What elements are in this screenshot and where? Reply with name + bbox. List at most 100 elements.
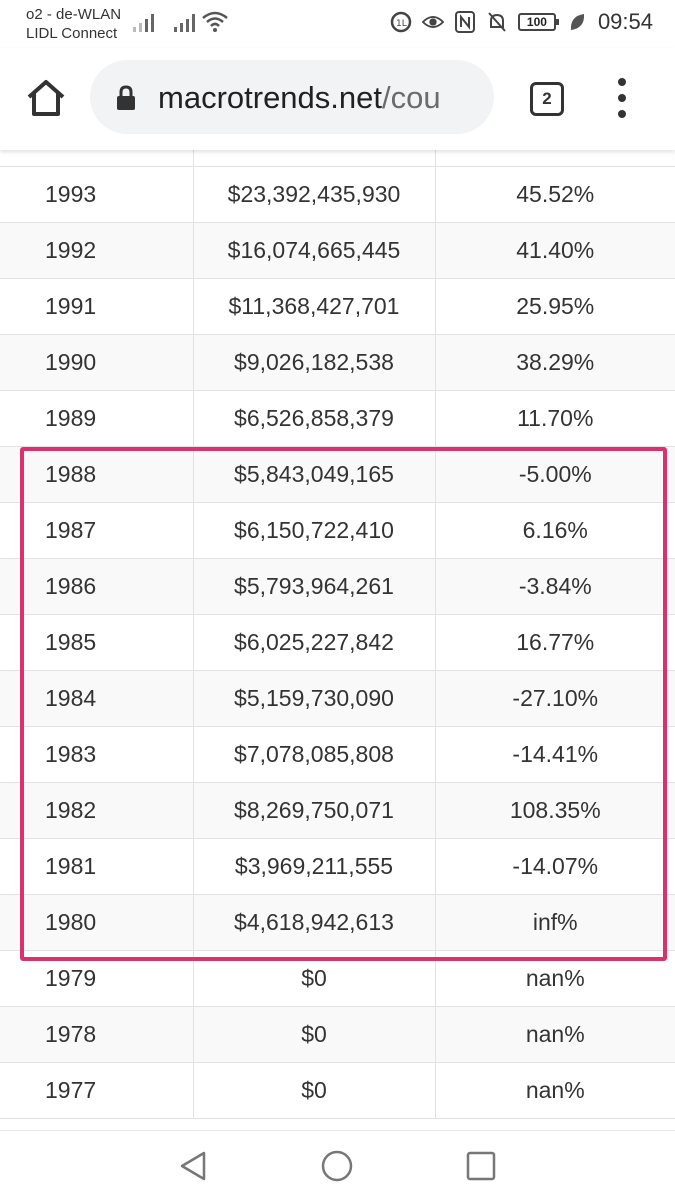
gdp-cell: $4,618,942,613 <box>193 894 436 951</box>
growth-cell: -27.10% <box>435 670 675 727</box>
year-cell: 1982 <box>0 782 194 839</box>
status-bar: o2 - de-WLAN LIDL Connect 1L 100 09:54 <box>0 0 675 48</box>
table-row: 1986 $5,793,964,261 -3.84% <box>0 558 675 615</box>
data-saver-icon: 1L <box>390 11 412 33</box>
year-cell: 1993 <box>0 166 194 223</box>
more-options-button[interactable] <box>612 78 632 118</box>
address-bar[interactable]: macrotrends.net/cou <box>90 60 494 134</box>
circle-icon <box>321 1150 353 1182</box>
growth-cell: 16.77% <box>435 614 675 671</box>
back-button[interactable] <box>176 1149 210 1183</box>
growth-cell: nan% <box>435 1006 675 1063</box>
menu-dot <box>618 94 626 102</box>
year-cell: 1978 <box>0 1006 194 1063</box>
growth-cell: -3.84% <box>435 558 675 615</box>
navigation-bar <box>0 1130 675 1200</box>
table-row: 1990 $9,026,182,538 38.29% <box>0 334 675 391</box>
status-icons: 1L 100 09:54 <box>390 9 653 35</box>
table-row: 1987 $6,150,722,410 6.16% <box>0 502 675 559</box>
square-icon <box>466 1151 496 1181</box>
growth-cell: 25.95% <box>435 278 675 335</box>
year-cell: 1977 <box>0 1062 194 1119</box>
gdp-table: 1993 $23,392,435,930 45.52% 1992 $16,074,665… <box>0 150 675 1119</box>
tab-switcher-button[interactable]: 2 <box>530 82 564 116</box>
signal-icon <box>133 12 154 32</box>
home-icon <box>27 80 65 116</box>
table-row: 1984 $5,159,730,090 -27.10% <box>0 670 675 727</box>
gdp-cell: $0 <box>193 1062 436 1119</box>
mute-icon <box>486 11 508 33</box>
growth-cell: 45.52% <box>435 166 675 223</box>
year-cell: 1992 <box>0 222 194 279</box>
url-path: /cou <box>382 80 441 115</box>
table-row: 1983 $7,078,085,808 -14.41% <box>0 726 675 783</box>
table-row: 1991 $11,368,427,701 25.95% <box>0 278 675 335</box>
signal-icon <box>174 12 195 32</box>
table-row: 1980 $4,618,942,613 inf% <box>0 894 675 951</box>
carrier-info: o2 - de-WLAN LIDL Connect <box>26 5 121 43</box>
table-row-partial <box>0 150 675 167</box>
svg-text:1L: 1L <box>396 19 407 29</box>
lock-icon <box>116 85 136 116</box>
growth-cell: nan% <box>435 1062 675 1119</box>
growth-cell: inf% <box>435 894 675 951</box>
carrier-line-2: LIDL Connect <box>26 25 118 42</box>
gdp-cell: $6,526,858,379 <box>193 390 436 447</box>
year-cell: 1985 <box>0 614 194 671</box>
year-cell: 1983 <box>0 726 194 783</box>
year-cell: 1989 <box>0 390 194 447</box>
growth-cell: -14.41% <box>435 726 675 783</box>
year-cell: 1980 <box>0 894 194 951</box>
table-row: 1988 $5,843,049,165 -5.00% <box>0 446 675 503</box>
table-row: 1978 $0 nan% <box>0 1006 675 1063</box>
gdp-cell: $16,074,665,445 <box>193 222 436 279</box>
growth-cell: nan% <box>435 950 675 1007</box>
year-cell: 1988 <box>0 446 194 503</box>
table-row: 1977 $0 nan% <box>0 1062 675 1119</box>
year-cell: 1987 <box>0 502 194 559</box>
clock: 09:54 <box>597 9 653 34</box>
table-row: 1979 $0 nan% <box>0 950 675 1007</box>
leaf-icon <box>566 11 588 33</box>
growth-cell: 38.29% <box>435 334 675 391</box>
gdp-cell: $5,159,730,090 <box>193 670 436 727</box>
growth-cell: 108.35% <box>435 782 675 839</box>
menu-dot <box>618 110 626 118</box>
home-nav-button[interactable] <box>320 1149 354 1183</box>
gdp-cell: $8,269,750,071 <box>193 782 436 839</box>
nfc-icon <box>454 11 476 33</box>
growth-cell: -14.07% <box>435 838 675 895</box>
gdp-table-container[interactable]: 1993 $23,392,435,930 45.52% 1992 $16,074,665… <box>0 150 675 1130</box>
table-row: 1985 $6,025,227,842 16.77% <box>0 614 675 671</box>
gdp-cell: $23,392,435,930 <box>193 166 436 223</box>
table-row: 1989 $6,526,858,379 11.70% <box>0 390 675 447</box>
back-icon <box>180 1151 206 1181</box>
table-row: 1982 $8,269,750,071 108.35% <box>0 782 675 839</box>
gdp-cell: $5,793,964,261 <box>193 558 436 615</box>
gdp-cell: $0 <box>193 1006 436 1063</box>
gdp-cell: $6,150,722,410 <box>193 502 436 559</box>
carrier-line-1: o2 - de-WLAN <box>26 6 122 23</box>
gdp-cell: $9,026,182,538 <box>193 334 436 391</box>
home-button[interactable] <box>24 78 68 122</box>
year-cell: 1981 <box>0 838 194 895</box>
url-host: macrotrends.net <box>158 80 382 115</box>
browser-toolbar: macrotrends.net/cou 2 <box>0 48 675 150</box>
growth-cell: 6.16% <box>435 502 675 559</box>
year-cell: 1984 <box>0 670 194 727</box>
gdp-cell: $11,368,427,701 <box>193 278 436 335</box>
menu-dot <box>618 78 626 86</box>
gdp-cell: $3,969,211,555 <box>193 838 436 895</box>
gdp-cell: $5,843,049,165 <box>193 446 436 503</box>
wifi-icon <box>202 11 228 38</box>
url-text: macrotrends.net/cou <box>158 80 441 116</box>
gdp-cell: $0 <box>193 950 436 1007</box>
table-row: 1992 $16,074,665,445 41.40% <box>0 222 675 279</box>
growth-cell: 41.40% <box>435 222 675 279</box>
growth-cell: -5.00% <box>435 446 675 503</box>
table-row: 1981 $3,969,211,555 -14.07% <box>0 838 675 895</box>
eye-icon <box>421 11 444 33</box>
recents-button[interactable] <box>464 1149 498 1183</box>
year-cell: 1990 <box>0 334 194 391</box>
battery-icon: 100 <box>517 13 559 31</box>
